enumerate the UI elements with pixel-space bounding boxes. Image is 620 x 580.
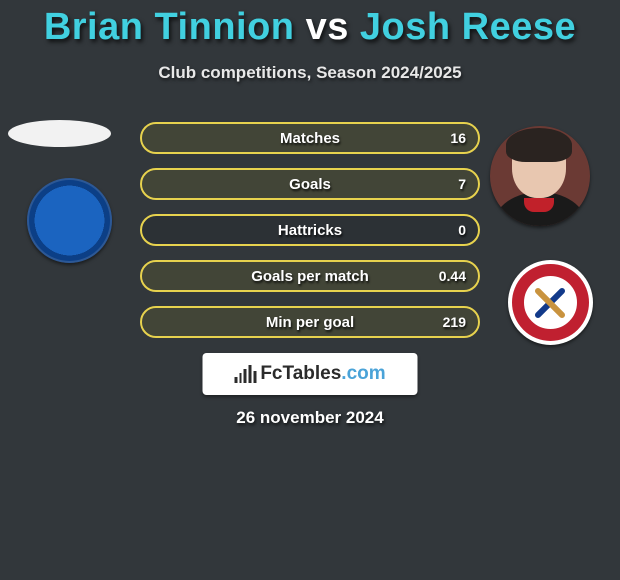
brand-name-b: .com	[341, 363, 385, 384]
aldershot-badge-icon	[27, 178, 112, 263]
dagenham-badge-icon	[508, 260, 593, 345]
title-player1: Brian Tinnion	[44, 6, 295, 48]
title-vs: vs	[306, 6, 349, 48]
title-player2: Josh Reese	[360, 6, 576, 48]
brand-name-a: FcTables	[260, 363, 341, 384]
brand-box[interactable]: FcTables.com	[203, 353, 418, 395]
stat-value-right: 16	[450, 124, 466, 152]
player1-club-badge	[21, 178, 118, 263]
bars-icon	[234, 365, 256, 383]
stat-row: Min per goal 219	[140, 306, 480, 338]
player2-photo	[490, 126, 590, 226]
stat-value-right: 0	[458, 216, 466, 244]
stat-row: Goals 7	[140, 168, 480, 200]
stat-value-right: 7	[458, 170, 466, 198]
player1-photo-placeholder	[8, 120, 111, 147]
stat-label: Matches	[280, 124, 340, 152]
stat-row: Hattricks 0	[140, 214, 480, 246]
stat-row: Matches 16	[140, 122, 480, 154]
stat-label: Goals per match	[251, 262, 369, 290]
stat-value-right: 0.44	[439, 262, 466, 290]
player2-club-badge	[500, 260, 600, 345]
page-title: Brian Tinnion vs Josh Reese	[0, 0, 620, 49]
stats-panel: Matches 16 Goals 7 Hattricks 0 Goals per match…	[140, 122, 480, 352]
stat-row: Goals per match 0.44	[140, 260, 480, 292]
stat-label: Min per goal	[266, 308, 354, 336]
date-line: 26 november 2024	[0, 408, 620, 428]
brand-text: FcTables.com	[260, 363, 385, 385]
stat-label: Hattricks	[278, 216, 342, 244]
stat-label: Goals	[289, 170, 331, 198]
subtitle: Club competitions, Season 2024/2025	[0, 63, 620, 83]
stat-value-right: 219	[443, 308, 466, 336]
